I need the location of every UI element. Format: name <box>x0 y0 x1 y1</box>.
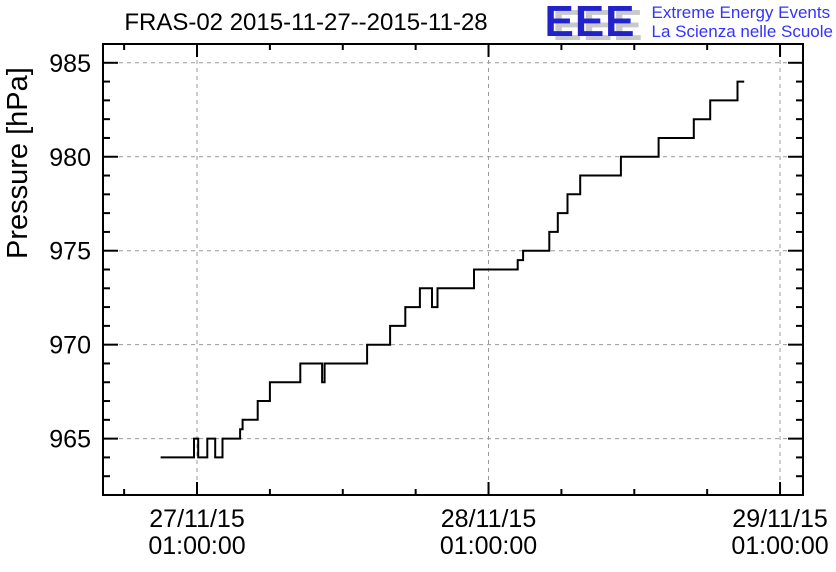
eee-logo-line-2: La Scienza nelle Scuole <box>651 22 833 41</box>
eee-logo-line-1: Extreme Energy Events <box>651 3 831 22</box>
x-tick-label: 28/11/15 01:00:00 <box>440 505 537 560</box>
y-tick-label: 980 <box>49 144 91 172</box>
x-tick-label: 29/11/15 01:00:00 <box>731 505 828 560</box>
eee-logo-acronym: EEE <box>544 0 636 46</box>
y-tick-label: 985 <box>49 50 91 78</box>
y-tick-label: 965 <box>49 426 91 454</box>
pressure-series-line <box>160 80 745 459</box>
chart-title: FRAS-02 2015-11-27--2015-11-28 <box>124 9 488 36</box>
y-tick-label: 970 <box>49 332 91 360</box>
eee-logo-text: Extreme Energy Events La Scienza nelle S… <box>652 3 833 41</box>
y-axis-title: Pressure [hPa] <box>2 67 34 259</box>
plot-frame <box>102 43 804 496</box>
eee-logo: EEE Extreme Energy Events La Scienza nel… <box>544 0 833 46</box>
y-tick-label: 975 <box>49 238 91 266</box>
x-tick-label: 27/11/15 01:00:00 <box>148 505 245 560</box>
